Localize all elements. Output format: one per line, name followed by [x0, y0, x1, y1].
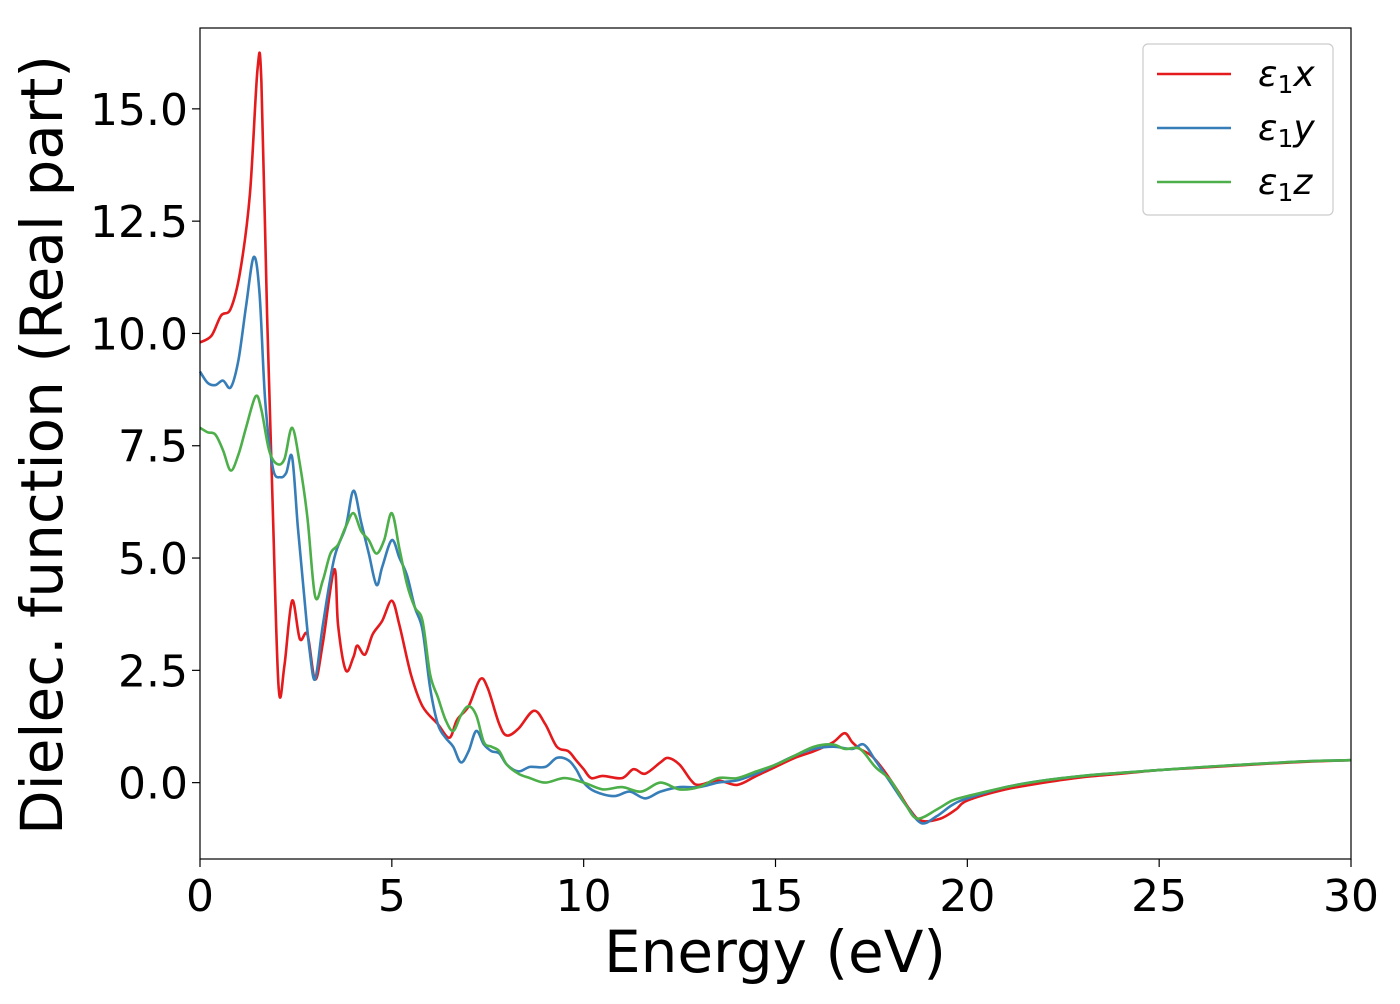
- legend-label-3: ε1z: [1258, 162, 1313, 207]
- y-tick-label: 12.5: [90, 197, 188, 248]
- y-axis-ticks: 0.0 2.5 5.0 7.5 10.0 12.5 15.0: [90, 85, 200, 810]
- y-tick-label: 10.0: [90, 309, 188, 360]
- y-tick-label: 7.5: [118, 422, 188, 473]
- x-axis-label: Energy (eV): [604, 918, 946, 986]
- x-tick-label: 25: [1131, 871, 1187, 922]
- x-tick-label: 15: [748, 871, 804, 922]
- series-line-3: [199, 394, 1352, 820]
- y-tick-label: 5.0: [118, 534, 188, 585]
- y-tick-label: 0.0: [118, 759, 188, 810]
- x-axis-ticks: 0 5 10 15 20 25 30: [186, 859, 1379, 922]
- legend-box: [1142, 43, 1334, 216]
- series-lines: [198, 51, 1352, 825]
- x-tick-label: 5: [378, 871, 406, 922]
- legend: ε1x ε1y ε1z: [1142, 43, 1334, 216]
- x-tick-label: 0: [186, 871, 214, 922]
- x-tick-label: 30: [1323, 871, 1379, 922]
- y-tick-label: 2.5: [118, 646, 188, 697]
- y-axis-label: Dielec. function (Real part): [8, 55, 76, 835]
- x-tick-label: 10: [556, 871, 612, 922]
- y-tick-label: 15.0: [90, 85, 188, 136]
- x-tick-label: 20: [939, 871, 995, 922]
- series-line-2: [198, 255, 1352, 825]
- legend-label-1: ε1x: [1258, 54, 1315, 99]
- legend-label-2: ε1y: [1258, 108, 1315, 153]
